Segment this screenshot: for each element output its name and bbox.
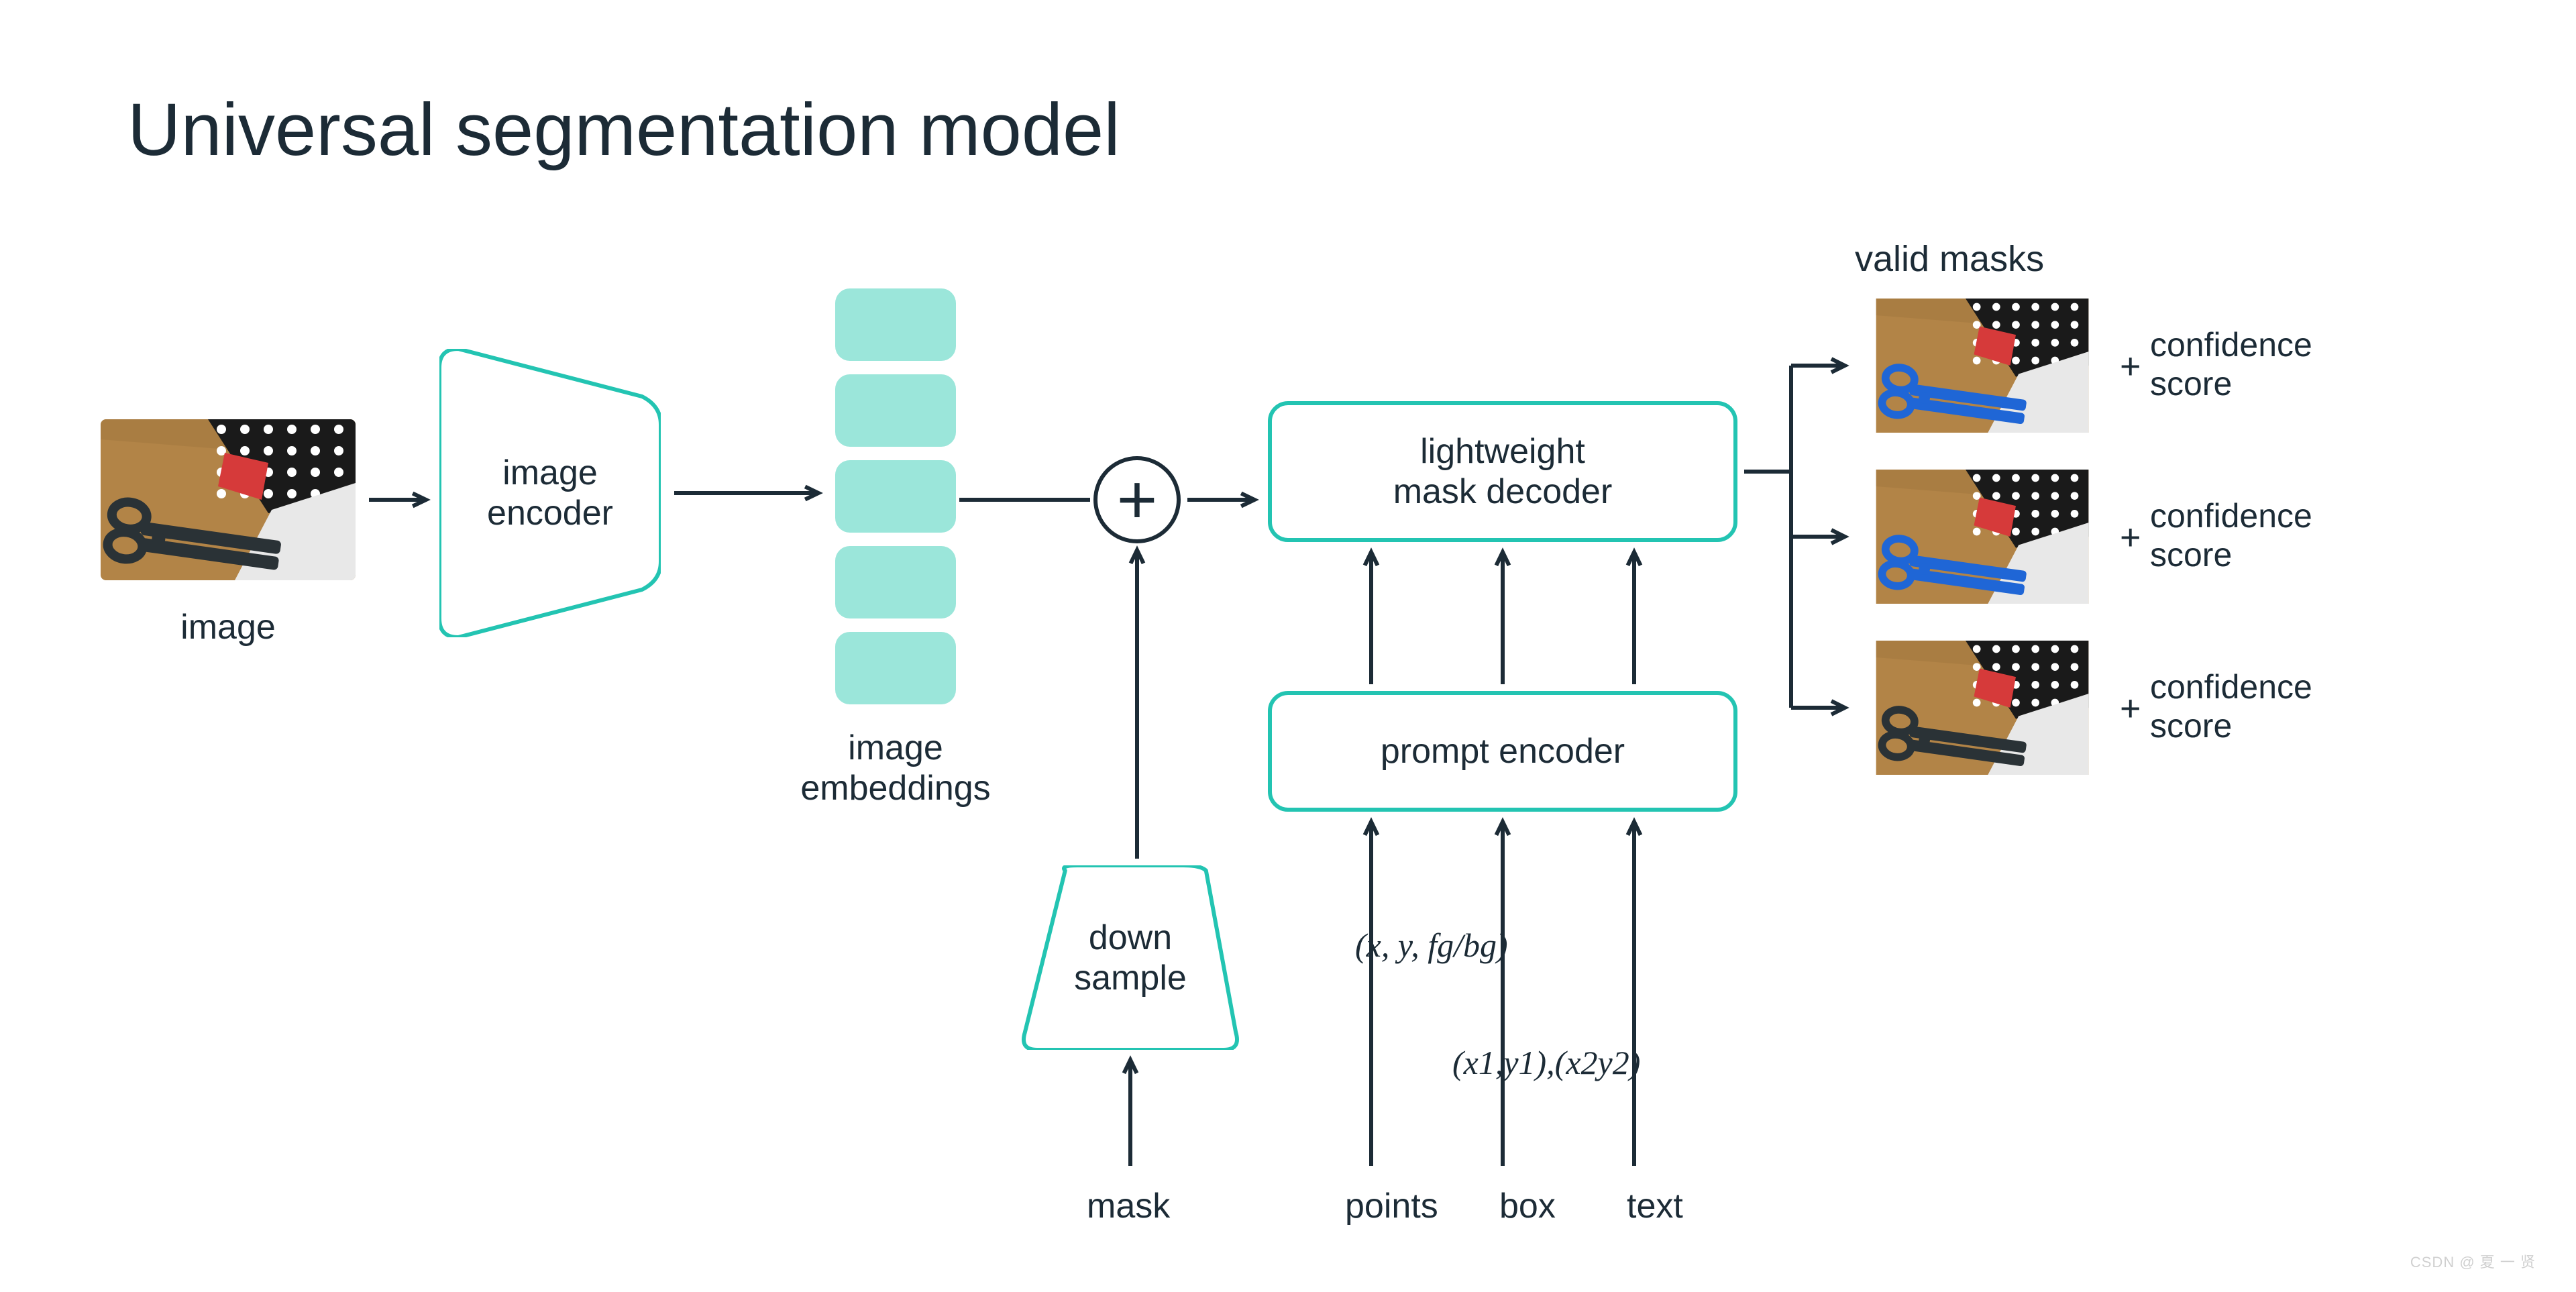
image-encoder-label: imageencoder: [439, 349, 661, 637]
box-input-label: box: [1499, 1186, 1556, 1226]
arrow-mask-to-downsample: [1110, 1040, 1150, 1186]
arrow-points-to-prompt: [1351, 802, 1391, 1186]
output-mask-image: [1855, 470, 2110, 604]
arrow-image-to-encoder: [349, 480, 446, 520]
embedding-block: [835, 546, 956, 618]
arrow-prompt-to-decoder-3: [1614, 532, 1654, 704]
arrow-embeddings-to-plus: [959, 493, 1097, 506]
embedding-block: [835, 460, 956, 533]
down-sample-label: downsample: [1020, 865, 1241, 1050]
input-image-label: image: [127, 607, 329, 647]
plus-icon: +: [2120, 517, 2141, 558]
watermark: CSDN @ 夏 一 贤: [2410, 1250, 2536, 1272]
text-input-label: text: [1627, 1186, 1683, 1226]
plus-icon: +: [2120, 345, 2141, 387]
embedding-block: [835, 632, 956, 704]
confidence-score-label: confidencescore: [2150, 496, 2312, 574]
embedding-block: [835, 374, 956, 447]
image-embeddings-label: imageembeddings: [795, 728, 996, 808]
output-mask-image: [1855, 641, 2110, 775]
confidence-score-label: confidencescore: [2150, 667, 2312, 745]
valid-masks-label: valid masks: [1855, 238, 2044, 280]
mask-decoder-box: lightweightmask decoder: [1268, 401, 1737, 542]
prompt-encoder-box: prompt encoder: [1268, 691, 1737, 812]
input-image: [101, 419, 356, 580]
arrow-encoder-to-embeddings: [654, 473, 839, 513]
mask-input-label: mask: [1087, 1186, 1170, 1226]
page-title: Universal segmentation model: [127, 87, 1120, 172]
box-annotation: (x1,y1),(x2y2): [1452, 1043, 1640, 1082]
arrow-prompt-to-decoder-1: [1351, 532, 1391, 704]
output-mask-image: [1855, 299, 2110, 433]
embedding-block: [835, 288, 956, 361]
arrow-prompt-to-decoder-2: [1483, 532, 1523, 704]
arrow-text-to-prompt: [1614, 802, 1654, 1186]
arrow-plus-to-decoder: [1167, 480, 1275, 520]
arrow-downsample-to-plus: [1117, 530, 1157, 879]
plus-icon: +: [2120, 688, 2141, 729]
points-input-label: points: [1345, 1186, 1438, 1226]
points-annotation: (x, y, fg/bg): [1355, 926, 1508, 965]
confidence-score-label: confidencescore: [2150, 325, 2312, 403]
arrow-box-to-prompt: [1483, 802, 1523, 1186]
